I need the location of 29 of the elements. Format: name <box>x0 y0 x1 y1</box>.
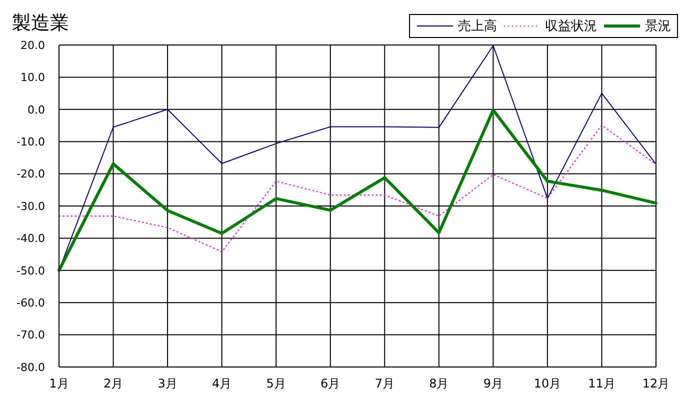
y-tick-label: -50.0 <box>16 264 45 278</box>
x-tick-label: 8月 <box>429 376 449 391</box>
chart-title: 製造業 <box>12 11 69 36</box>
legend-label: 売上高 <box>458 18 497 35</box>
y-tick-label: -10.0 <box>16 136 45 149</box>
line-series <box>58 108 658 272</box>
x-tick-label: 6月 <box>320 376 340 391</box>
y-tick-label: 0.0 <box>28 103 45 116</box>
x-tick-label: 10月 <box>534 376 562 391</box>
x-tick-label: 11月 <box>588 376 616 391</box>
y-tick-label: 20.0 <box>20 38 45 52</box>
x-tick-label: 4月 <box>212 376 232 391</box>
x-tick-label: 7月 <box>374 376 394 391</box>
y-tick-label: -60.0 <box>16 296 45 310</box>
y-tick-label: 10.0 <box>20 71 45 84</box>
x-tick-label: 9月 <box>483 376 503 391</box>
y-tick-label: -40.0 <box>16 232 45 246</box>
y-tick-label: -20.0 <box>16 168 45 181</box>
y-tick-label: -70.0 <box>16 328 45 342</box>
x-tick-label: 2月 <box>103 376 124 391</box>
x-tick-label: 12月 <box>642 376 670 391</box>
legend-label: 収益状況 <box>545 18 597 35</box>
x-tick-label: 3月 <box>158 376 178 391</box>
y-tick-label: -80.0 <box>16 360 45 374</box>
x-tick-label: 5月 <box>266 376 286 391</box>
line-series <box>58 124 656 252</box>
y-tick-label: -30.0 <box>16 200 45 213</box>
legend-label: 景況 <box>645 18 671 35</box>
x-tick-label: 1月 <box>49 376 69 391</box>
